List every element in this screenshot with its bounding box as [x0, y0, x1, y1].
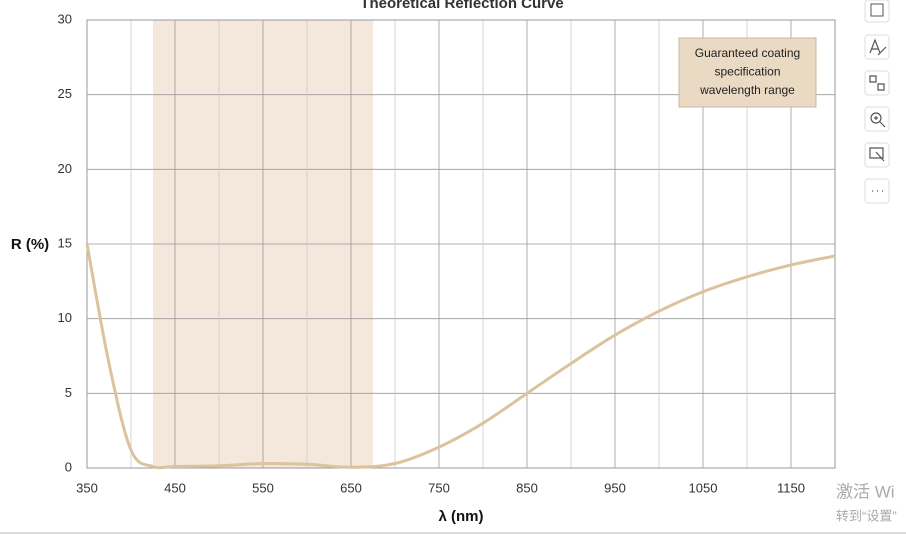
x-tick-label: 1150 [777, 480, 805, 495]
y-tick-label: 10 [58, 310, 72, 325]
y-tick-label: 20 [58, 161, 72, 176]
watermark: 激活 Wi [836, 482, 895, 501]
toolbar-button[interactable] [864, 106, 890, 132]
y-tick-label: 15 [58, 235, 72, 250]
annotation-box [678, 37, 817, 108]
toolbar-button[interactable] [864, 34, 890, 60]
toolbar-button[interactable] [864, 0, 890, 23]
annotation-text: Guaranteed coating [695, 46, 800, 60]
watermark: 转到“设置” [836, 508, 897, 523]
y-tick-label: 5 [65, 385, 72, 400]
toolbar-button[interactable] [864, 70, 890, 96]
x-tick-label: 350 [76, 480, 98, 495]
x-axis-label: λ (nm) [439, 508, 484, 525]
y-axis-label: R (%) [11, 236, 49, 253]
y-tick-label: 0 [65, 459, 72, 474]
annotation-text: wavelength range [699, 83, 795, 97]
y-tick-label: 25 [58, 86, 72, 101]
toolbar [864, 0, 890, 204]
reflection-curve [85, 243, 836, 470]
x-tick-label: 950 [604, 480, 626, 495]
x-tick-label: 450 [164, 480, 186, 495]
x-tick-label: 1050 [689, 480, 718, 495]
toolbar-button[interactable] [864, 178, 890, 204]
chart-title: Theoretical Reflection Curve [360, 0, 563, 12]
x-tick-label: 650 [340, 480, 362, 495]
annotation-text: specification [714, 65, 780, 79]
toolbar-button[interactable] [864, 142, 890, 168]
x-tick-label: 750 [428, 480, 450, 495]
y-tick-label: 30 [58, 11, 72, 26]
x-tick-label: 550 [252, 480, 274, 495]
x-tick-label: 850 [516, 480, 538, 495]
